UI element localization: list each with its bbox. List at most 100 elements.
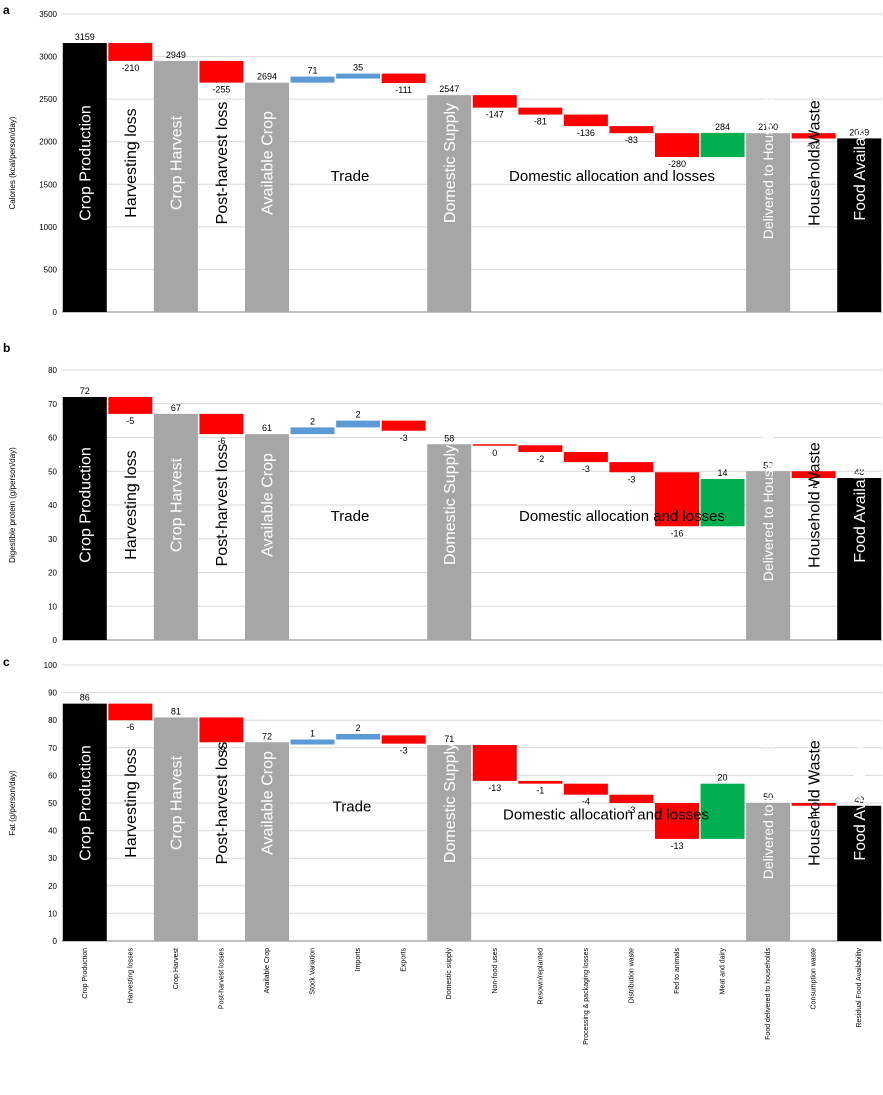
annotation-domestic: Domestic allocation and losses (509, 168, 715, 185)
bar-text: Food Availability (852, 447, 869, 562)
value-label: 2949 (166, 50, 186, 60)
x-category-label: Stock Variation (310, 948, 317, 995)
bar-text: Harvesting loss (123, 748, 140, 857)
bar-stock-variation (290, 76, 335, 83)
x-category-label: Crop Harvest (173, 948, 180, 989)
y-tick-label: 90 (48, 689, 57, 698)
bar-text: Domestic Supply (442, 445, 459, 565)
bar-imports (336, 734, 381, 740)
x-category-label: Crop Production (82, 948, 89, 999)
bar-consumption-waste (791, 803, 836, 806)
bar-exports (381, 73, 426, 84)
bar-crop-harvest (153, 60, 198, 313)
value-label: 2 (310, 416, 315, 426)
bar-text: Domestic Supply (442, 743, 459, 863)
bar-text: Delivered to Households (760, 87, 776, 240)
y-tick-label: 60 (48, 434, 57, 443)
annotation-trade: Trade (333, 798, 372, 815)
x-category-label: Non-food uses (492, 948, 499, 994)
y-tick-label: 30 (48, 854, 57, 863)
bar-exports (381, 735, 426, 744)
value-label: 81 (171, 706, 181, 716)
value-label: 3159 (75, 32, 95, 42)
x-category-label: Resown/replanted (537, 948, 544, 1005)
x-category-label: Distribution waste (628, 948, 635, 1003)
bar-resown-replanted (518, 445, 563, 453)
x-category-label: Harvesting losses (127, 948, 134, 1004)
value-label: 2694 (257, 72, 277, 82)
y-tick-label: 80 (48, 716, 57, 725)
y-axis-label: Fat (g/person/day) (8, 770, 17, 836)
value-label: -136 (577, 128, 595, 138)
value-label: 2039 (849, 127, 869, 137)
bar-consumption-waste (791, 133, 836, 139)
bar-crop-harvest (153, 413, 198, 640)
bar-resown-replanted (518, 780, 563, 784)
bar-non-food-uses (472, 745, 517, 781)
bar-meat-and-dairy (700, 783, 745, 839)
x-category-label: Exports (401, 948, 408, 972)
y-tick-label: 70 (48, 744, 57, 753)
value-label: 71 (308, 66, 318, 76)
annotation-trade: Trade (331, 168, 370, 185)
value-label: 2 (356, 723, 361, 733)
x-category-labels: Crop Production Harvesting losses Crop Har… (82, 948, 863, 1045)
y-tick-label: 2000 (39, 138, 57, 147)
bar-text: Crop Production (77, 105, 94, 221)
value-label: 0 (492, 448, 497, 458)
bar-residual-food-availability (837, 805, 882, 941)
y-tick-label: 50 (48, 799, 57, 808)
annotation-domestic: Domestic allocation and losses (503, 807, 709, 824)
bar-text: Available Crop (260, 751, 277, 855)
bar-post-harvest-losses (199, 717, 244, 743)
bar-text: Delivered to Households (760, 727, 776, 880)
bar-crop-production (62, 703, 107, 941)
value-label: -3 (627, 474, 635, 484)
bar-domestic-supply (427, 95, 472, 312)
bar-post-harvest-losses (199, 413, 244, 435)
bar-food-delivered-to-households (746, 471, 791, 640)
bar-harvesting-losses (108, 397, 153, 414)
value-label: -3 (582, 464, 590, 474)
value-label: -4 (582, 797, 590, 807)
value-label: -81 (534, 117, 547, 127)
y-tick-label: 500 (44, 265, 58, 274)
y-tick-label: 10 (48, 909, 57, 918)
bar-stock-variation (290, 739, 335, 745)
bar-harvesting-losses (108, 43, 153, 61)
bar-food-delivered-to-households (746, 803, 791, 941)
annotation-trade: Trade (331, 508, 370, 525)
bar-available-crop (245, 742, 289, 941)
bar-distribution-waste (609, 794, 654, 803)
bar-non-food-uses (472, 444, 517, 446)
y-tick-label: 40 (48, 827, 57, 836)
value-label: -1 (536, 786, 544, 796)
bar-fed-to-animals (655, 472, 699, 527)
value-label: 48 (854, 467, 864, 477)
bar-crop-harvest (153, 717, 198, 941)
bar-text: Crop Harvest (168, 755, 185, 850)
value-label: 49 (854, 795, 864, 805)
value-label: 2547 (439, 84, 459, 94)
bar-residual-food-availability (837, 478, 882, 640)
x-category-label: Post-harvest losses (218, 948, 225, 1010)
bar-distribution-waste (609, 126, 654, 134)
bar-available-crop (245, 82, 289, 312)
y-tick-label: 60 (48, 771, 57, 780)
bar-text: Available Crop (260, 453, 277, 557)
x-category-label: Food delivered to households (765, 948, 772, 1040)
x-category-label: Consumption waste (811, 948, 818, 1010)
bar-crop-production (62, 397, 107, 640)
value-label: -13 (488, 783, 501, 793)
bar-distribution-waste (609, 462, 654, 473)
value-label: -5 (126, 416, 134, 426)
value-label: -255 (212, 85, 230, 95)
x-category-label: Imports (355, 948, 362, 972)
value-label: -3 (627, 805, 635, 815)
bar-food-delivered-to-households (746, 133, 791, 312)
bar-text: Domestic Supply (442, 103, 459, 223)
bar-exports (381, 420, 426, 431)
value-label: -2 (536, 454, 544, 464)
value-label: -3 (400, 433, 408, 443)
